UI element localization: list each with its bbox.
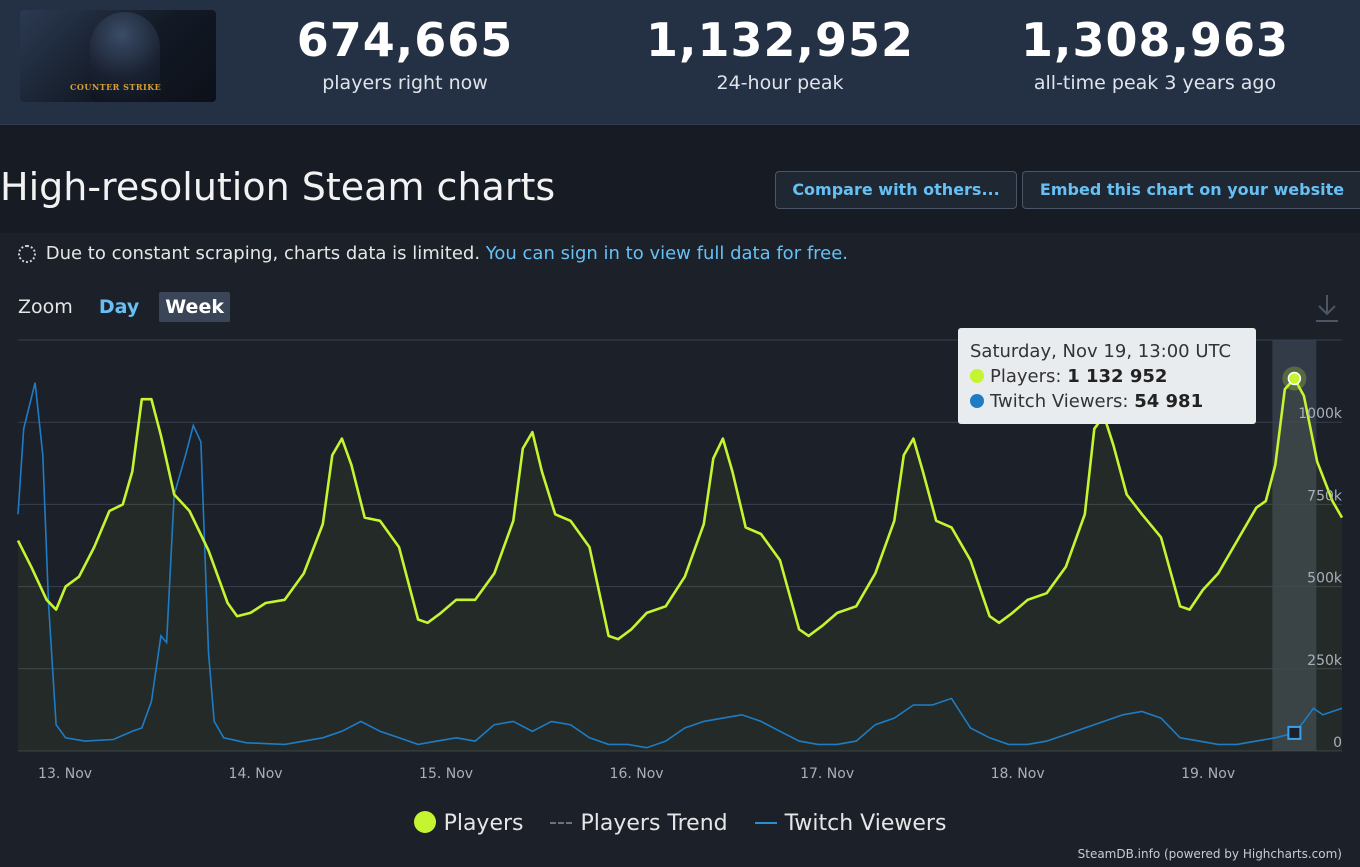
x-tick-label: 13. Nov xyxy=(38,766,92,782)
twitch-series xyxy=(17,382,1343,749)
legend-players-trend[interactable]: Players Trend xyxy=(550,810,728,836)
download-icon[interactable] xyxy=(1313,292,1341,324)
stat-24h-peak: 1,132,952 24-hour peak xyxy=(640,12,920,94)
tooltip-players-row: Players: 1 132 952 xyxy=(970,364,1244,389)
x-tick-label: 14. Nov xyxy=(229,766,283,782)
stats-header: COUNTER STRIKE 674,665 players right now… xyxy=(0,0,1360,125)
zoom-controls: Zoom Day Week xyxy=(18,292,238,322)
tooltip-players-value: 1 132 952 xyxy=(1067,366,1168,387)
twitch-legend-line-icon xyxy=(754,821,777,824)
players-series xyxy=(16,377,1344,641)
players-area xyxy=(18,378,1342,751)
legend-players-label: Players xyxy=(443,810,524,836)
legend-twitch-viewers[interactable]: Twitch Viewers xyxy=(754,810,947,836)
zoom-day-button[interactable]: Day xyxy=(98,296,140,318)
players-area-fill xyxy=(18,378,1342,751)
players-legend-dot-icon xyxy=(413,810,436,833)
twitch-hover-point xyxy=(1287,725,1302,740)
page-title: High-resolution Steam charts xyxy=(0,165,556,209)
x-axis-ticks: 13. Nov 14. Nov 15. Nov 16. Nov 17. Nov 18. N… xyxy=(38,766,1235,782)
data-limit-notice: Due to constant scraping, charts data is… xyxy=(18,243,848,264)
compare-button[interactable]: Compare with others... xyxy=(775,171,1017,209)
hover-highlight-band xyxy=(1272,340,1317,751)
y-tick-label: 1000k xyxy=(1298,406,1343,422)
soldier-silhouette-icon xyxy=(90,12,160,102)
legend-twitch-label: Twitch Viewers xyxy=(784,810,947,836)
y-tick-label: 0 xyxy=(1333,735,1342,751)
stat-value: 1,132,952 xyxy=(646,13,914,67)
stat-label: 24-hour peak xyxy=(716,72,844,94)
chart-tooltip: Saturday, Nov 19, 13:00 UTC Players: 1 1… xyxy=(958,328,1256,424)
y-tick-label: 750k xyxy=(1307,488,1343,504)
hover-markers xyxy=(1282,366,1307,740)
twitch-dot-icon xyxy=(970,394,984,408)
twitch-line xyxy=(17,382,1343,749)
x-tick-label: 16. Nov xyxy=(610,766,664,782)
embed-chart-button[interactable]: Embed this chart on your website xyxy=(1022,171,1360,209)
legend-trend-label: Players Trend xyxy=(580,810,728,836)
x-tick-label: 19. Nov xyxy=(1181,766,1235,782)
stat-value: 674,665 xyxy=(296,13,514,67)
stat-players-now: 674,665 players right now xyxy=(270,12,540,94)
stat-value: 1,308,963 xyxy=(1021,13,1289,67)
game-logo-text: COUNTER STRIKE xyxy=(70,82,162,92)
stat-all-time-peak: 1,308,963 all-time peak 3 years ago xyxy=(1010,12,1300,94)
tooltip-twitch-value: 54 981 xyxy=(1134,391,1204,412)
tooltip-twitch-row: Twitch Viewers: 54 981 xyxy=(970,389,1244,414)
x-tick-label: 18. Nov xyxy=(991,766,1045,782)
players-hover-point xyxy=(1287,371,1302,386)
sign-in-link[interactable]: You can sign in to view full data for fr… xyxy=(485,243,849,264)
notice-text: Due to constant scraping, charts data is… xyxy=(45,243,481,264)
x-tick-label: 15. Nov xyxy=(419,766,473,782)
zoom-label: Zoom xyxy=(18,296,73,318)
players-line xyxy=(16,377,1344,641)
tooltip-players-label: Players: xyxy=(990,366,1062,387)
y-tick-label: 250k xyxy=(1307,653,1343,669)
tooltip-date: Saturday, Nov 19, 13:00 UTC xyxy=(970,341,1232,362)
loading-circle-icon xyxy=(18,245,36,263)
tooltip-twitch-label: Twitch Viewers: xyxy=(990,391,1129,412)
chart-legend: Players Players Trend Twitch Viewers xyxy=(0,810,1360,836)
trend-legend-dash-icon xyxy=(550,821,573,824)
game-thumbnail[interactable]: COUNTER STRIKE xyxy=(20,10,216,102)
x-tick-label: 17. Nov xyxy=(800,766,854,782)
stat-label: players right now xyxy=(322,72,488,94)
zoom-week-button[interactable]: Week xyxy=(159,292,230,322)
stat-label: all-time peak 3 years ago xyxy=(1033,72,1277,94)
y-tick-label: 500k xyxy=(1307,571,1343,587)
players-dot-icon xyxy=(970,369,984,383)
y-axis-ticks: 0 250k 500k 750k 1000k xyxy=(1298,406,1343,751)
legend-players[interactable]: Players xyxy=(413,810,524,836)
chart-credit[interactable]: SteamDB.info (powered by Highcharts.com) xyxy=(1077,847,1342,861)
